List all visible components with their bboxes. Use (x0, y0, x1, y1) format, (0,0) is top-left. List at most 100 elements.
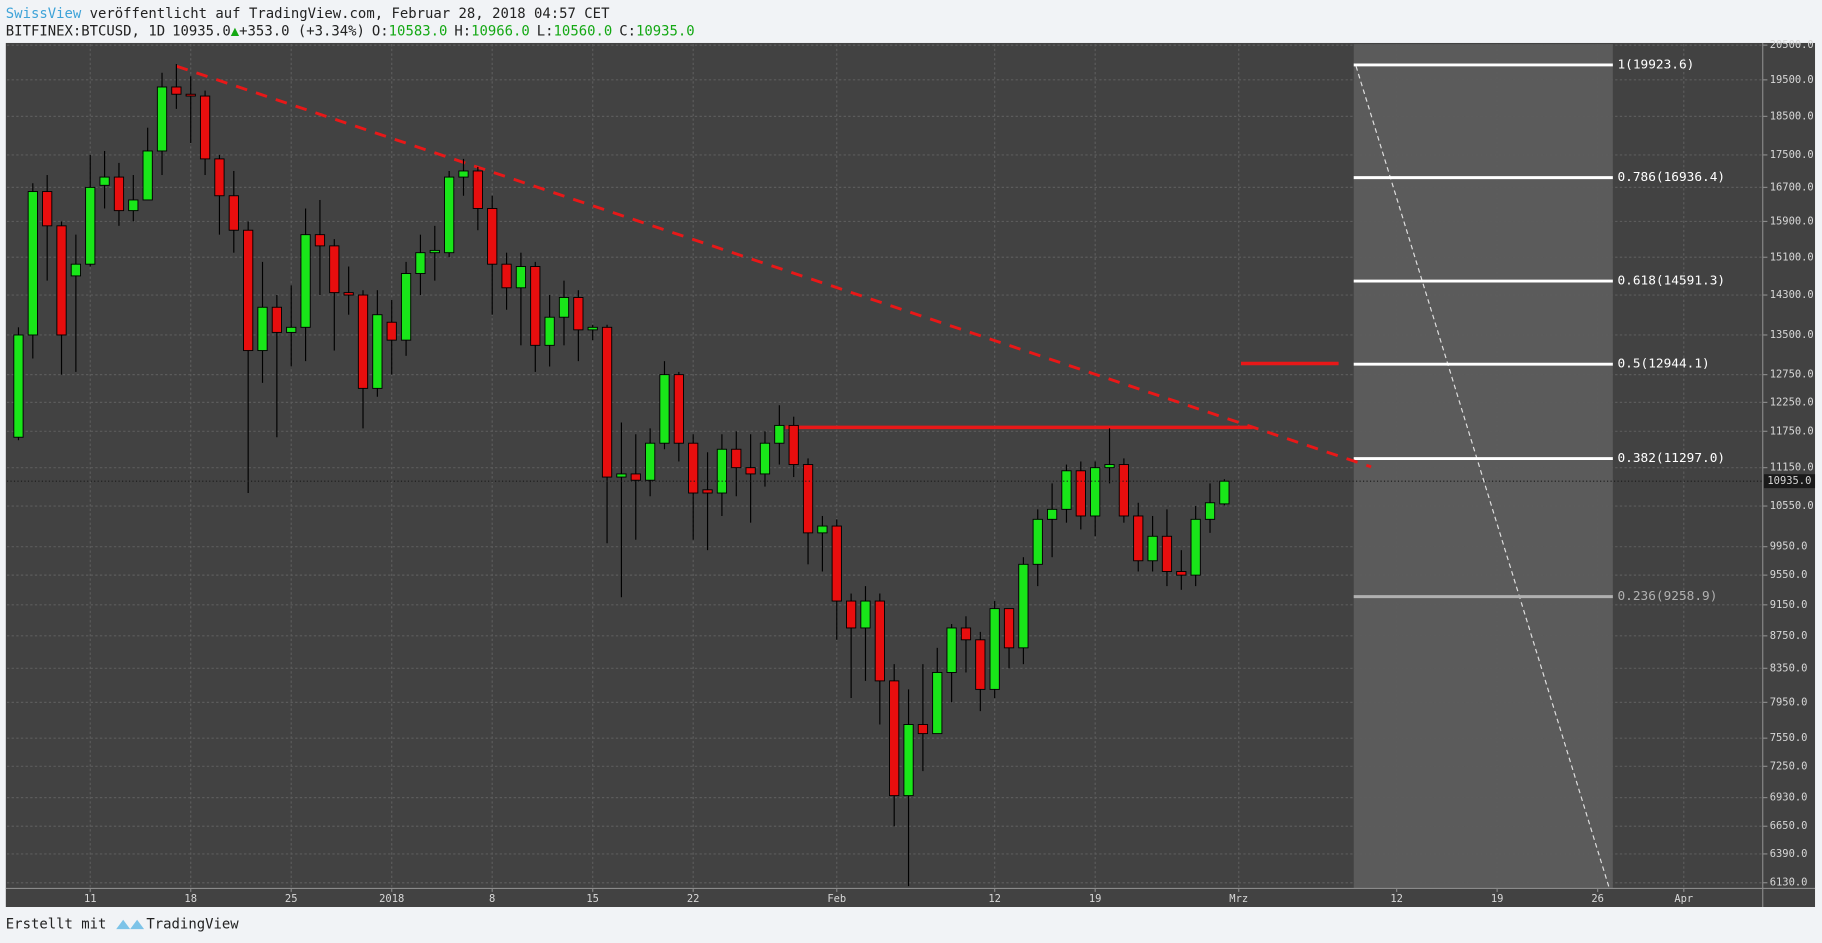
y-tick-label: 20500.0 (1770, 39, 1814, 51)
candle-body (558, 296, 570, 318)
last: 10935.0 (172, 23, 231, 39)
candle-body (759, 442, 771, 475)
candle-body (113, 176, 125, 212)
y-tick-label: 6930.0 (1770, 792, 1808, 804)
candle-body (70, 263, 81, 277)
footer-text: Erstellt mit (6, 916, 107, 932)
candle-body (688, 442, 699, 494)
y-tick-label: 17500.0 (1770, 149, 1814, 161)
fib-label: 0.382(11297.0) (1617, 451, 1725, 466)
candle-body (1090, 467, 1101, 517)
y-tick-label: 14300.0 (1770, 289, 1814, 301)
y-tick-label: 7250.0 (1770, 760, 1808, 772)
author[interactable]: SwissView (6, 6, 82, 22)
change: +353.0 (+3.34%) (239, 23, 365, 39)
candle-body (788, 424, 799, 466)
candle-body (286, 326, 297, 333)
ohlc-line: BITFINEX:BTCUSD, 1D 10935.0▲+353.0 (+3.34… (6, 23, 695, 39)
footer-brand[interactable]: TradingView (146, 916, 239, 932)
candle-body (573, 296, 584, 331)
candle-body (860, 600, 871, 629)
x-tick-label: 26 (1591, 893, 1604, 905)
candle-body (716, 448, 728, 494)
candle-body (156, 86, 168, 152)
candle-body (1003, 608, 1015, 649)
candle-body (257, 306, 268, 352)
candle-body (802, 464, 814, 534)
candle-body (429, 249, 440, 254)
candle-body (357, 294, 369, 389)
candle-body (960, 627, 972, 641)
candle-body (1018, 563, 1029, 649)
y-tick-label: 16700.0 (1770, 181, 1814, 193)
y-tick-label: 9550.0 (1770, 569, 1808, 581)
candle-body (487, 208, 498, 265)
trend-line (176, 64, 1372, 469)
fib-label: 1(19923.6) (1617, 57, 1694, 72)
x-tick-label: 2018 (379, 893, 404, 905)
candle-body (243, 229, 254, 352)
y-tick-label: 12250.0 (1770, 396, 1814, 408)
candles (13, 64, 1230, 887)
candle-body (817, 525, 828, 534)
candle-body (329, 245, 340, 294)
fib-zone (1353, 44, 1613, 889)
candle-body (199, 95, 211, 160)
fib-label: 0.786(16936.4) (1617, 170, 1725, 185)
candle-body (185, 93, 196, 97)
candle-body (975, 639, 986, 690)
y-tick-label: 15900.0 (1770, 215, 1814, 227)
y-tick-label: 9950.0 (1770, 541, 1808, 553)
y-tick-label: 6390.0 (1770, 848, 1808, 860)
x-tick-label: Feb (827, 893, 846, 905)
last-price-tag (1763, 474, 1816, 489)
y-tick-label: 11150.0 (1770, 462, 1814, 474)
candle-body (1075, 470, 1086, 517)
candle-body (386, 321, 397, 341)
x-tick-label: 22 (687, 893, 700, 905)
candle-body (989, 608, 1000, 690)
x-tick-label: 25 (285, 893, 298, 905)
symbol: BITFINEX:BTCUSD, 1D (6, 23, 165, 39)
candle-body (702, 489, 713, 494)
candle-body (616, 473, 627, 478)
candle-body (659, 374, 670, 444)
candle-body (1219, 480, 1230, 505)
grid (6, 44, 1763, 889)
candle-body (1147, 535, 1158, 562)
candle-body (673, 374, 684, 444)
candle-body (56, 225, 67, 336)
y-tick-label: 6130.0 (1770, 877, 1808, 889)
candle-body (774, 424, 785, 444)
logo (116, 919, 145, 930)
candle-body (946, 627, 957, 673)
y-tick-label: 7950.0 (1770, 696, 1808, 708)
candle-body (831, 525, 842, 602)
candle-body (1161, 535, 1173, 572)
x-tick-label: 15 (586, 893, 599, 905)
field-value: 10583.0 (389, 23, 448, 39)
candle-body (171, 86, 182, 95)
y-tick-label: 19500.0 (1770, 74, 1814, 86)
x-tick-label: 19 (1089, 893, 1102, 905)
y-tick-label: 8350.0 (1770, 662, 1808, 674)
x-tick-label: 18 (184, 893, 197, 905)
x-tick-label: Apr (1674, 893, 1693, 905)
x-tick-label: 8 (489, 893, 495, 905)
candle-body (42, 191, 53, 227)
y-tick-label: 12750.0 (1770, 369, 1814, 381)
y-tick-label: 8750.0 (1770, 630, 1808, 642)
candle-body (1046, 508, 1058, 520)
field-key: H: (454, 23, 471, 39)
candle-body (932, 672, 943, 735)
candle-body (300, 234, 311, 328)
candle-body (343, 292, 354, 296)
candle-body (1104, 464, 1115, 469)
candle-body (472, 170, 483, 209)
candle-body (314, 234, 326, 247)
candle-body (544, 316, 555, 346)
field-key: L: (537, 23, 554, 39)
candle-body (99, 176, 110, 186)
y-tick-label: 18500.0 (1770, 110, 1814, 122)
